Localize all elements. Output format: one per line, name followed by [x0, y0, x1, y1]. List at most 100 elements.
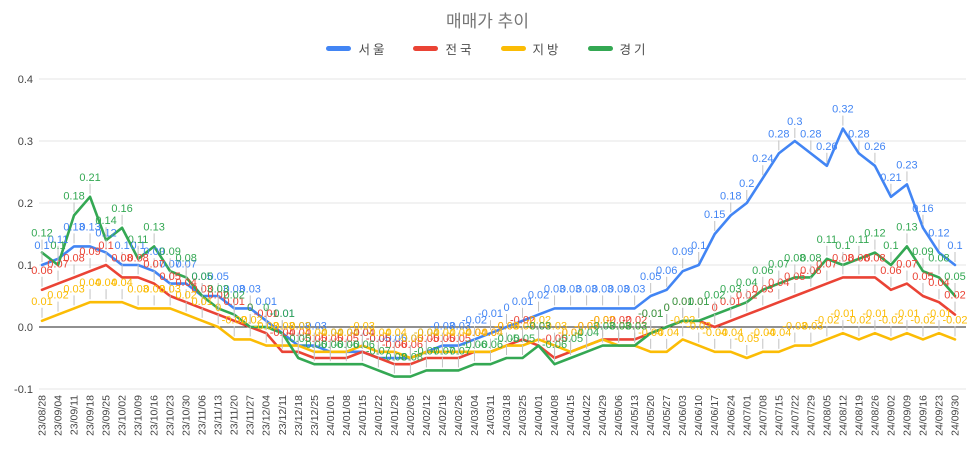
- regional-line-swatch-icon: [500, 46, 526, 51]
- data-point-label: 0.1: [947, 240, 962, 252]
- data-point-label: 0.21: [880, 172, 901, 184]
- x-axis-tick-label: 24/02/19: [437, 395, 449, 436]
- data-point-label: -0.04: [446, 327, 471, 339]
- data-point-label: -0.03: [526, 321, 551, 333]
- data-point-label: -0.03: [542, 321, 567, 333]
- data-point-label: 0.08: [928, 252, 949, 264]
- data-point-label: 0: [215, 302, 221, 314]
- data-point-label: -0.07: [366, 345, 391, 357]
- x-axis-tick-label: 24/08/26: [869, 395, 881, 436]
- data-point-label: -0.03: [302, 321, 327, 333]
- x-axis-tick-label: 24/02/12: [421, 395, 433, 436]
- data-point-label: -0.04: [366, 327, 391, 339]
- legend-item-gyeonggi[interactable]: 경기: [587, 39, 649, 58]
- data-point-label: 0.13: [79, 221, 100, 233]
- data-point-label: -0.03: [286, 321, 311, 333]
- legend-item-nationwide[interactable]: 전국: [413, 39, 474, 58]
- data-point-label: 0.28: [800, 128, 821, 140]
- data-point-label: -0.02: [510, 314, 535, 326]
- data-point-label: 0.02: [223, 290, 244, 302]
- x-axis-tick-label: 24/08/12: [837, 395, 849, 436]
- data-point-label: 0.13: [63, 221, 84, 233]
- data-point-label: 0.08: [864, 252, 885, 264]
- y-axis-tick-label: 0.4: [18, 74, 33, 86]
- data-point-label: -0.02: [942, 314, 967, 326]
- data-point-label: 0: [664, 302, 670, 314]
- data-point-label: 0.08: [175, 252, 196, 264]
- data-point-label: -0.04: [558, 327, 583, 339]
- data-point-label: -0.07: [430, 345, 455, 357]
- series-line-서울[interactable]: [40, 127, 957, 360]
- x-axis-tick-label: 23/09/25: [101, 395, 113, 436]
- legend: 서울 전국 지방 경기: [0, 39, 975, 58]
- data-point-label: -0.06: [542, 339, 567, 351]
- x-axis-tick-label: 23/10/16: [149, 395, 161, 436]
- data-point-label: -0.03: [622, 321, 647, 333]
- legend-item-regional[interactable]: 지방: [500, 39, 562, 58]
- data-point-label: 0.03: [576, 283, 597, 295]
- data-point-label: 0.08: [63, 252, 84, 264]
- chart-title: 매매가 추이: [446, 12, 529, 31]
- x-axis-tick-label: 24/01/01: [325, 395, 337, 436]
- data-point-label: -0.03: [798, 321, 823, 333]
- series-line-경기[interactable]: [40, 195, 957, 378]
- data-point-label: 0.03: [223, 283, 244, 295]
- legend-label-nationwide: 전국: [445, 43, 475, 57]
- data-point-label: 0.28: [848, 128, 869, 140]
- data-point-label: -0.02: [590, 314, 615, 326]
- data-point-label: -0.01: [638, 308, 663, 320]
- data-point-label: 0.08: [848, 252, 869, 264]
- data-point-label: 0.18: [63, 190, 84, 202]
- data-point-label: 0.04: [928, 277, 949, 289]
- data-point-label: 0.04: [111, 277, 132, 289]
- data-point-label: 0.1: [883, 240, 898, 252]
- legend-label-gyeonggi: 경기: [619, 43, 649, 57]
- x-axis-tick-label: 24/04/22: [581, 395, 593, 436]
- data-point-label: 0.04: [768, 277, 789, 289]
- x-axis-tick-label: 23/11/20: [229, 395, 241, 435]
- data-point-label: -0.04: [558, 327, 583, 339]
- data-point-label: -0.04: [334, 327, 359, 339]
- x-axis-tick-label: 23/10/09: [133, 395, 145, 436]
- data-point-label: 0.02: [528, 290, 549, 302]
- data-point-label: 0.09: [143, 246, 164, 258]
- data-point-label: 0.26: [816, 141, 837, 153]
- x-axis-tick-label: 24/01/15: [357, 395, 369, 436]
- x-axis-tick-label: 23/09/11: [69, 395, 81, 435]
- data-point-label: -0.05: [286, 333, 311, 345]
- data-point-label: -0.08: [398, 352, 423, 364]
- data-point-label: -0.06: [334, 339, 359, 351]
- seoul-line-swatch-icon: [326, 46, 352, 51]
- x-axis-tick-label: 24/06/17: [709, 395, 721, 436]
- series-line-지방[interactable]: [40, 300, 957, 360]
- data-point-label: 0.01: [191, 296, 212, 308]
- x-axis-tick-label: 24/03/11: [485, 395, 497, 435]
- x-axis-tick-label: 24/01/22: [373, 395, 385, 436]
- data-point-label: 0.1: [691, 240, 706, 252]
- x-axis-tick-label: 23/12/04: [261, 395, 273, 436]
- data-point-label: 0.12: [928, 228, 949, 240]
- x-axis-tick-label: 24/02/26: [453, 395, 465, 436]
- data-point-label: 0.12: [864, 228, 885, 240]
- data-point-label: -0.04: [414, 327, 439, 339]
- data-point-label: 0: [247, 302, 253, 314]
- data-point-label: -0.06: [478, 339, 503, 351]
- data-point-label: -0.08: [382, 352, 407, 364]
- data-point-label: -0.04: [462, 327, 487, 339]
- data-point-label: 0: [664, 302, 670, 314]
- data-point-label: -0.01: [270, 308, 295, 320]
- data-point-label: 0.03: [624, 283, 645, 295]
- data-point-label: 0.24: [752, 153, 773, 165]
- y-axis-tick-label: 0.3: [18, 136, 33, 148]
- x-axis-tick-label: 24/05/27: [661, 395, 673, 436]
- data-point-label: -0.04: [702, 327, 727, 339]
- data-point-label: 0.08: [800, 252, 821, 264]
- data-point-label: 0.05: [944, 271, 965, 283]
- data-point-label: -0.03: [430, 321, 455, 333]
- data-point-label: -0.05: [510, 333, 535, 345]
- data-point-label: -0.01: [862, 308, 887, 320]
- data-point-label: -0.04: [318, 327, 343, 339]
- legend-item-seoul[interactable]: 서울: [326, 39, 387, 58]
- y-axis-tick-label: 0.1: [18, 260, 33, 272]
